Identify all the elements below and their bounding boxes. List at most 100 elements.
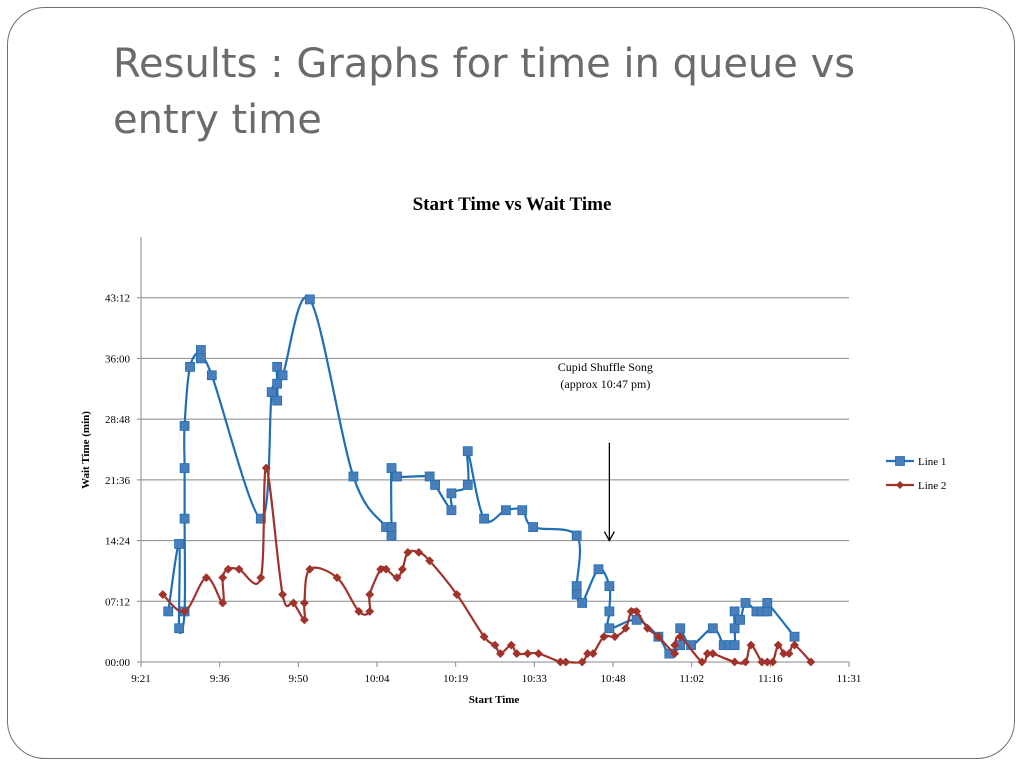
data-point <box>158 590 168 599</box>
data-point <box>653 632 663 642</box>
data-point <box>196 345 206 355</box>
data-point <box>528 522 539 532</box>
data-point <box>784 649 794 658</box>
data-point <box>299 598 309 608</box>
data-point <box>643 623 652 633</box>
data-point <box>729 623 740 634</box>
x-axis-label: Start Time <box>469 694 520 706</box>
data-point <box>365 606 375 616</box>
data-point <box>179 513 190 524</box>
legend-label: Line 1 <box>918 456 946 468</box>
data-point <box>512 649 522 658</box>
data-point <box>278 590 288 599</box>
data-point <box>403 547 413 557</box>
y-tick-label: 07:12 <box>105 596 130 608</box>
annotation: Cupid Shuffle Song (approx 10:47 pm) <box>558 360 653 542</box>
data-point <box>392 573 402 583</box>
data-point <box>332 573 342 583</box>
data-point <box>571 589 582 600</box>
data-point <box>561 657 571 667</box>
y-axis-label: Wait Time (min) <box>80 411 92 489</box>
data-point <box>272 361 283 372</box>
y-tick-label: 36:00 <box>105 353 131 365</box>
data-point <box>179 463 190 473</box>
data-point <box>735 614 745 625</box>
data-point <box>386 463 397 473</box>
data-point <box>500 505 511 516</box>
x-tick-label: 11:02 <box>679 673 704 685</box>
data-point <box>610 632 620 642</box>
data-point <box>261 463 271 473</box>
page-title: Results : Graphs for time in queue vs en… <box>113 41 856 143</box>
data-point <box>266 387 277 398</box>
data-point <box>806 657 816 667</box>
data-point <box>707 623 718 634</box>
data-point <box>517 505 528 516</box>
data-point <box>571 530 582 541</box>
data-point <box>670 649 680 658</box>
data-point <box>577 598 588 608</box>
chart-title: Start Time vs Wait Time <box>413 194 612 215</box>
data-point <box>604 623 615 634</box>
data-point <box>272 378 283 389</box>
data-point <box>206 370 217 381</box>
data-point <box>632 606 642 616</box>
data-point <box>452 590 462 599</box>
data-point <box>180 606 189 616</box>
chart-grid <box>141 297 849 602</box>
data-point <box>675 632 685 642</box>
legend-marker <box>895 456 905 466</box>
data-point <box>670 640 680 650</box>
data-point <box>255 513 266 524</box>
data-point <box>305 564 315 574</box>
data-point <box>571 581 582 592</box>
data-point <box>534 649 543 658</box>
data-point <box>179 420 190 431</box>
data-point <box>697 657 707 667</box>
data-point <box>789 631 800 642</box>
x-tick-label: 11:16 <box>758 673 783 685</box>
y-tick-label: 21:36 <box>105 475 131 487</box>
data-point <box>174 623 185 634</box>
data-point <box>762 598 773 608</box>
data-point <box>218 598 228 608</box>
series-line <box>162 466 812 665</box>
data-point <box>234 564 244 574</box>
series-1 <box>163 294 800 659</box>
data-point <box>490 640 500 650</box>
data-point <box>479 632 489 642</box>
data-point <box>588 649 598 658</box>
y-tick-label: 00:00 <box>105 657 131 669</box>
x-tick-label: 10:04 <box>364 673 390 685</box>
data-point <box>348 471 359 482</box>
data-point <box>277 370 288 381</box>
data-point <box>773 640 783 650</box>
data-point <box>523 649 533 658</box>
data-point <box>299 615 309 625</box>
data-point <box>185 361 195 372</box>
data-point <box>729 606 740 617</box>
data-point <box>446 505 457 516</box>
x-tick-label: 10:48 <box>600 673 626 685</box>
data-point <box>621 623 631 633</box>
data-point <box>386 522 397 532</box>
data-point <box>424 471 435 482</box>
data-point <box>506 640 516 650</box>
x-tick-label: 9:36 <box>210 673 230 685</box>
data-point <box>223 564 233 574</box>
data-point <box>599 632 609 642</box>
data-point <box>593 564 604 575</box>
data-point <box>462 446 473 457</box>
data-point <box>730 657 740 667</box>
data-point <box>675 623 686 634</box>
x-tick-label: 9:21 <box>131 673 151 685</box>
legend-marker <box>896 481 904 489</box>
y-tick-label: 14:24 <box>105 536 131 548</box>
x-tick-label: 10:33 <box>522 673 548 685</box>
annotation-text: (approx 10:47 pm) <box>560 377 650 391</box>
data-point <box>462 480 473 490</box>
data-point <box>218 573 228 583</box>
data-point <box>762 606 773 617</box>
data-point <box>446 488 457 499</box>
data-point <box>397 564 407 574</box>
